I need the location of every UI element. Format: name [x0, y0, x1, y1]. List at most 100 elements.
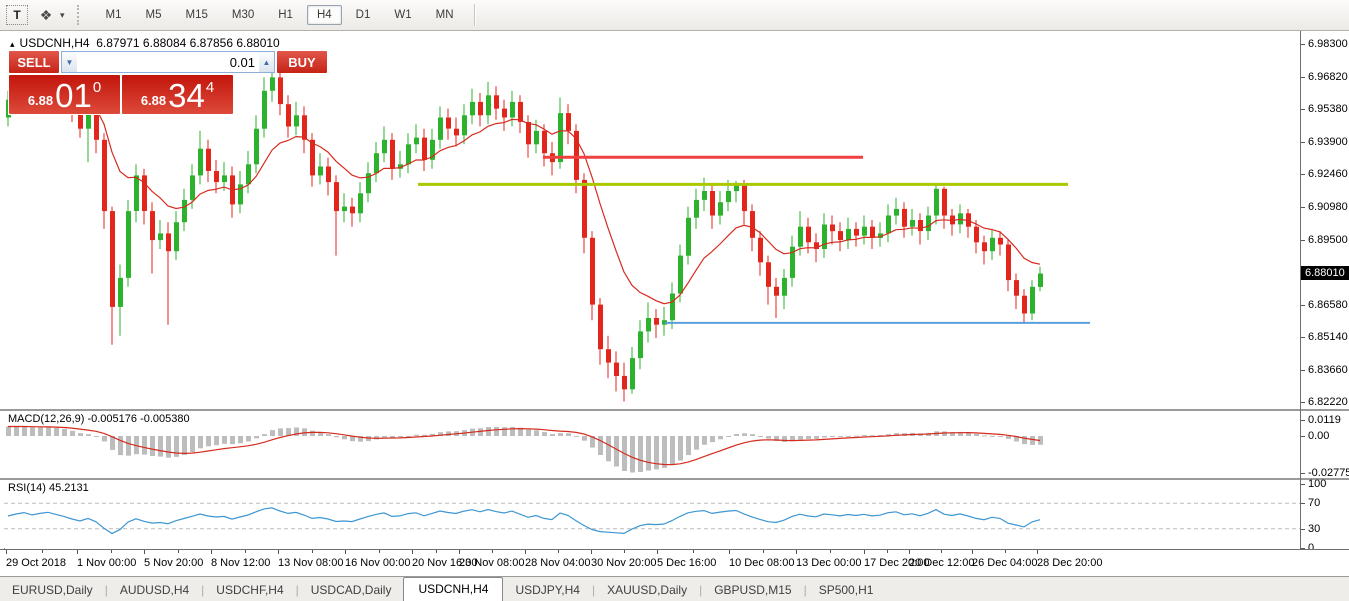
chart-tab-audusd[interactable]: AUDUSD,H4	[119, 583, 190, 597]
rsi-pane[interactable]	[4, 480, 1300, 548]
panel-collapse-icon[interactable]: ▴	[10, 39, 15, 49]
time-axis-label: 17 Dec 20:00	[864, 557, 930, 569]
price-tick	[1301, 174, 1305, 175]
toolbar-grip[interactable]	[76, 5, 84, 25]
ask-price-point: 4	[205, 79, 215, 96]
toolbar: T ❖ ▾ M1 M5 M15 M30 H1 H4 D1 W1 MN	[0, 0, 1349, 31]
macd-label: MACD(12,26,9) -0.005176 -0.005380	[8, 413, 190, 425]
rsi-indicator-chart[interactable]	[4, 480, 1300, 548]
price-axis-label: 6.92460	[1308, 168, 1348, 180]
price-tick	[1301, 207, 1305, 208]
price-axis-label: 6.85140	[1308, 331, 1348, 343]
macd-axis-label: -0.027754	[1308, 467, 1349, 479]
ask-price-major: 6.88	[140, 93, 167, 108]
time-axis-label: 5 Nov 20:00	[144, 557, 204, 569]
time-axis-label: 10 Dec 08:00	[729, 557, 795, 569]
time-axis-label: 13 Nov 08:00	[278, 557, 344, 569]
chart-tab-usdjpy[interactable]: USDJPY,H4	[515, 583, 580, 597]
price-tick	[1301, 77, 1305, 78]
bid-price-pips: 01	[55, 77, 92, 114]
time-axis-label: 26 Dec 04:00	[972, 557, 1038, 569]
buy-button[interactable]: BUY	[277, 51, 327, 73]
chart-ohlc-label: 6.87971 6.88084 6.87856 6.88010	[96, 36, 280, 50]
chart-tab-usdcad[interactable]: USDCAD,Daily	[310, 583, 392, 597]
time-axis[interactable]: 29 Oct 2018 1 Nov 00:00 5 Nov 20:00 8 Nov 1…	[0, 549, 1349, 576]
price-axis-label: 6.89500	[1308, 234, 1348, 246]
cursor-tool-icon[interactable]: ❖	[39, 6, 53, 23]
chart-tab-usdchf[interactable]: USDCHF,H4	[216, 583, 284, 597]
timeframe-button-m1[interactable]: M1	[105, 9, 122, 21]
timeframe-button-mn[interactable]: MN	[435, 9, 454, 21]
volume-increase-button[interactable]: ▲	[259, 52, 274, 72]
bid-price-box[interactable]: 6.88 01 0	[9, 75, 120, 114]
timeframe-button-m15[interactable]: M15	[185, 9, 208, 21]
time-axis-label: 1 Nov 00:00	[77, 557, 137, 569]
text-tool-button[interactable]: T	[6, 5, 28, 25]
timeframe-button-m30[interactable]: M30	[231, 9, 255, 21]
price-tick	[1301, 109, 1305, 110]
rsi-axis-label: 100	[1308, 478, 1327, 490]
chart-symbol-label: USDCNH,H4	[19, 36, 90, 50]
sell-button[interactable]: SELL	[9, 51, 59, 73]
tab-separator: |	[591, 583, 596, 597]
current-price-tag: 6.88010	[1301, 266, 1349, 280]
chart-tab-sp500[interactable]: SP500,H1	[818, 583, 874, 597]
timeframe-button-d1[interactable]: D1	[355, 9, 371, 21]
macd-axis-label: 0.0119	[1308, 414, 1341, 426]
bid-price-point: 0	[92, 79, 102, 96]
price-axis-line	[1300, 31, 1301, 575]
price-tick	[1301, 305, 1305, 306]
time-axis-label: 29 Oct 2018	[6, 557, 66, 569]
macd-indicator-chart[interactable]	[4, 411, 1300, 478]
rsi-axis-label: 70	[1308, 497, 1321, 509]
price-tick	[1301, 402, 1305, 403]
time-axis-label: 5 Dec 16:00	[657, 557, 717, 569]
volume-input[interactable]	[77, 52, 259, 72]
chart-tab-usdcnh[interactable]: USDCNH,H4	[403, 577, 504, 601]
tab-separator: |	[699, 583, 703, 597]
time-axis-label: 28 Dec 20:00	[1037, 557, 1103, 569]
price-axis-label: 6.90980	[1308, 201, 1348, 213]
time-axis-label: 28 Nov 04:00	[525, 557, 591, 569]
rsi-label: RSI(14) 45.2131	[8, 482, 89, 494]
chart-tab-xauusd[interactable]: XAUUSD,Daily	[607, 583, 688, 597]
timeframe-button-w1[interactable]: W1	[394, 9, 412, 21]
price-axis-label: 6.82220	[1308, 396, 1348, 408]
chart-title: ▴ USDCNH,H4 6.87971 6.88084 6.87856 6.880…	[10, 36, 280, 50]
timeframe-button-h1[interactable]: H1	[278, 9, 293, 21]
chart-tab-gbpusd[interactable]: GBPUSD,M15	[714, 583, 792, 597]
candlestick-chart[interactable]	[4, 31, 1300, 409]
price-axis-label: 6.96820	[1308, 71, 1348, 83]
volume-decrease-button[interactable]: ▼	[62, 52, 77, 72]
timeframe-button-group: M1 M5 M15 M30 H1 H4 D1 W1 MN	[94, 5, 466, 25]
price-axis-label: 6.98300	[1308, 38, 1348, 50]
macd-axis-label: 0.00	[1308, 430, 1330, 442]
price-axis-label: 6.86580	[1308, 299, 1348, 311]
chart-tab-bar: EURUSD,Daily | AUDUSD,H4 | USDCHF,H4 | USDCAD,…	[0, 576, 1349, 601]
price-tick	[1301, 44, 1305, 45]
chart-tab-eurusd[interactable]: EURUSD,Daily	[12, 583, 93, 597]
tab-separator: |	[104, 583, 108, 597]
timeframe-button-h4[interactable]: H4	[306, 5, 342, 25]
tab-separator: |	[201, 583, 205, 597]
price-axis[interactable]: 6.98300 6.96820 6.95380 6.93900 6.92460 6.909…	[1301, 31, 1349, 409]
ask-price-box[interactable]: 6.88 34 4	[122, 75, 233, 114]
price-axis-label: 6.95380	[1308, 103, 1348, 115]
macd-pane[interactable]	[4, 411, 1300, 478]
tab-separator: |	[803, 583, 807, 597]
time-axis-label: 30 Nov 20:00	[591, 557, 657, 569]
timeframe-button-m5[interactable]: M5	[145, 9, 162, 21]
time-axis-label: 20 Dec 12:00	[909, 557, 975, 569]
volume-group: ▼ ▲	[61, 51, 275, 73]
time-axis-label: 16 Nov 00:00	[345, 557, 411, 569]
macd-axis[interactable]: 0.0119 0.00 -0.027754	[1301, 411, 1349, 479]
rsi-axis[interactable]: 100 70 30 0	[1301, 478, 1349, 554]
tool-dropdown-caret-icon[interactable]: ▾	[60, 9, 65, 20]
time-axis-label: 13 Dec 00:00	[796, 557, 862, 569]
time-axis-label: 23 Nov 08:00	[459, 557, 525, 569]
ask-price-pips: 34	[168, 77, 205, 114]
time-axis-label: 20 Nov 16:00	[412, 557, 478, 569]
price-tick	[1301, 142, 1305, 143]
one-click-trade-panel: SELL ▼ ▲ BUY 6.88 01 0 6.88 34 4	[8, 50, 327, 115]
toolbar-separator	[473, 4, 475, 26]
